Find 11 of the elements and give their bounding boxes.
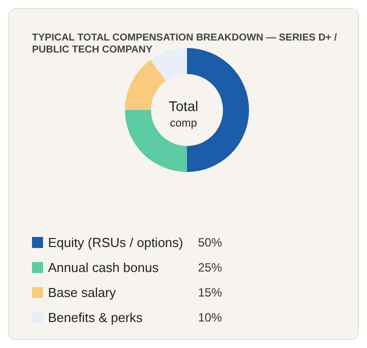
legend-label: Annual cash bonus — [48, 260, 160, 275]
legend-label: Base salary — [48, 285, 116, 300]
data-label: 15% — [198, 286, 222, 300]
text: comp — [170, 118, 197, 130]
data-label: 10% — [198, 310, 222, 324]
legend-label: Benefits & perks — [48, 310, 144, 325]
data-label: 25% — [198, 260, 222, 274]
data-label: 50% — [198, 236, 222, 250]
text: Total — [168, 98, 198, 114]
legend-label: Equity (RSUs / options) — [48, 235, 184, 250]
chart-title: TYPICAL TOTAL COMPENSATION BREAKDOWN — SERIES D+ / PUBLIC TECH COMPANY — [32, 32, 340, 56]
